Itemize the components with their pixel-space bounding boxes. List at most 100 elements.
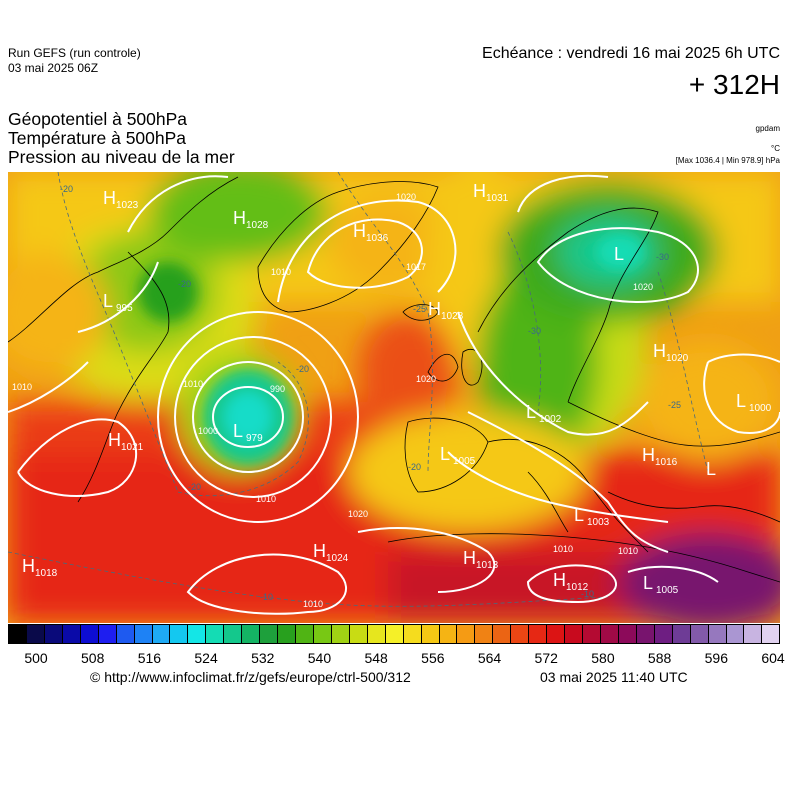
run-title: Run GEFS (run controle)	[8, 46, 141, 60]
isobar-label: 1010	[618, 546, 638, 556]
high-pressure-center: H 1031	[473, 181, 509, 204]
parameter-temperature: Température à 500hPa	[8, 128, 187, 148]
high-pressure-center: H 1013	[463, 548, 499, 571]
pressure-center-value: 1002	[539, 414, 562, 425]
weather-map[interactable]: H 1023 H 1028 H 1036 H 1031 H 1028 L 995 L 979 H 1021 H 1…	[8, 172, 780, 623]
pressure-center-letter: H	[313, 541, 326, 561]
low-pressure-center: L	[614, 244, 624, 264]
colorbar-swatch	[439, 625, 458, 643]
isobar-label: 1010	[303, 599, 323, 609]
temperature-isotherms	[8, 172, 709, 607]
colorbar-swatch	[690, 625, 709, 643]
pressure-center-letter: H	[108, 430, 121, 450]
pressure-center-value: 1023	[116, 200, 139, 211]
pressure-center-letter: L	[574, 505, 584, 525]
colorbar-tick-label: 596	[704, 650, 728, 666]
isobar-label: 1000	[198, 426, 218, 436]
colorbar-swatch	[385, 625, 404, 643]
high-pressure-center: H 1024	[313, 541, 349, 564]
colorbar-tick-label: 532	[251, 650, 275, 666]
colorbar-swatch	[26, 625, 45, 643]
temperature-label: -10	[581, 589, 594, 599]
unit-celsius: °C	[771, 144, 780, 153]
high-pressure-center: H 1021	[108, 430, 144, 453]
colorbar-tick-label: 500	[24, 650, 48, 666]
pressure-center-letter: L	[736, 391, 746, 411]
colorbar-swatch	[618, 625, 637, 643]
temperature-label: -25	[668, 400, 681, 410]
colorbar-swatch	[511, 625, 530, 643]
pressure-center-letter: H	[642, 445, 655, 465]
isobar-label: 1020	[348, 509, 368, 519]
temperature-labels: -20 -20 -20 -25 -20 -30 -30 -20 -10 -10 -25	[60, 184, 681, 602]
isobar-label: 1010	[12, 382, 32, 392]
low-pressure-center: L 1003	[574, 505, 610, 528]
pressure-center-value: 1018	[35, 568, 58, 579]
colorbar-swatch	[493, 625, 512, 643]
colorbar-swatch	[134, 625, 153, 643]
colorbar-swatch	[403, 625, 422, 643]
run-date: 03 mai 2025 06Z	[8, 61, 99, 75]
colorbar-labels: 500 508 516 524 532 540 548 556 564 572 580 588 596 6…	[8, 650, 784, 668]
colorbar-swatch	[744, 625, 763, 643]
high-pressure-center: H 1028	[233, 208, 269, 231]
pressure-center-letter: H	[553, 570, 566, 590]
colorbar-swatch	[116, 625, 135, 643]
colorbar-swatch	[457, 625, 476, 643]
geopotential-field	[8, 172, 780, 623]
colorbar-swatch	[349, 625, 368, 643]
high-pressure-center: H 1028	[428, 299, 464, 322]
pressure-center-value: 1036	[366, 233, 389, 244]
pressure-center-value: 979	[246, 433, 263, 444]
high-pressure-center: H 1012	[553, 570, 589, 593]
high-pressure-center: H 1018	[22, 556, 58, 579]
high-pressure-center: H 1023	[103, 188, 139, 211]
colorbar-tick-label: 516	[137, 650, 162, 666]
pressure-center-letter: H	[463, 548, 476, 568]
colorbar-tick-label: 604	[761, 650, 785, 666]
temperature-label: -10	[260, 592, 273, 602]
pressure-center-letter: L	[643, 573, 653, 593]
colorbar-swatch	[529, 625, 548, 643]
isobar-label: 1010	[553, 544, 573, 554]
isobar-label: 1017	[406, 262, 426, 272]
temperature-label: -20	[60, 184, 73, 194]
colorbar-tick-label: 588	[647, 650, 672, 666]
colorbar-swatch	[80, 625, 99, 643]
colorbar-swatch	[313, 625, 332, 643]
low-pressure-center: L 995	[103, 291, 133, 314]
isobar-label: 1020	[416, 374, 436, 384]
colorbar-tick-label: 508	[81, 650, 105, 666]
pressure-center-letter: H	[473, 181, 486, 201]
temperature-label: -30	[528, 326, 541, 336]
low-pressure-center: L 979	[233, 421, 263, 444]
isobar-label: 990	[270, 384, 285, 394]
colorbar-tick-label: 564	[477, 650, 502, 666]
colorbar-swatch	[672, 625, 691, 643]
temperature-label: -20	[188, 482, 201, 492]
colorbar-swatch	[331, 625, 350, 643]
pressure-center-letter: H	[653, 341, 666, 361]
colorbar-tick-label: 580	[591, 650, 615, 666]
temperature-label: -25	[413, 304, 426, 314]
parameter-pressure: Pression au niveau de la mer	[8, 147, 235, 167]
colorbar-swatch	[654, 625, 673, 643]
pressure-center-letter: H	[428, 299, 441, 319]
isobar-label: 1020	[396, 192, 416, 202]
high-pressure-center: H 1036	[353, 221, 389, 244]
pressure-center-letter: L	[233, 421, 243, 441]
colorbar-swatch	[583, 625, 601, 643]
source-url[interactable]: © http://www.infoclimat.fr/z/gefs/europe…	[90, 669, 411, 685]
colorbar-tick-label: 548	[364, 650, 388, 666]
low-pressure-center: L 1005	[440, 444, 476, 467]
colorbar-swatch	[260, 625, 279, 643]
colorbar-swatch	[708, 625, 727, 643]
pressure-center-letter: L	[440, 444, 450, 464]
pressure-center-value: 995	[116, 303, 133, 314]
colorbar-swatch	[224, 625, 243, 643]
coastlines	[8, 176, 780, 583]
colorbar-swatch	[44, 625, 63, 643]
colorbar-swatch	[206, 625, 225, 643]
temperature-label: -20	[408, 462, 421, 472]
